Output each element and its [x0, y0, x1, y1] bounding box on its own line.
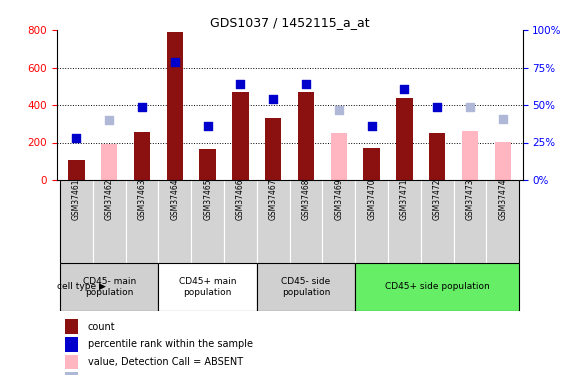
Bar [65, 320, 78, 334]
Point [433, 104, 442, 110]
Bar [65, 354, 78, 369]
Bar [355, 180, 388, 262]
Bar [65, 372, 78, 375]
Text: GSM37471: GSM37471 [400, 178, 409, 220]
Point [236, 81, 245, 87]
Point [137, 104, 147, 110]
Text: GSM37472: GSM37472 [433, 178, 442, 220]
Text: GSM37464: GSM37464 [170, 178, 179, 220]
Point [302, 81, 311, 87]
Text: cell type ▶: cell type ▶ [57, 282, 106, 291]
Text: GSM37474: GSM37474 [498, 178, 507, 220]
Text: GSM37467: GSM37467 [269, 178, 278, 220]
Point [367, 123, 376, 129]
Bar [60, 180, 93, 262]
Bar [65, 337, 78, 352]
Text: value, Detection Call = ABSENT: value, Detection Call = ABSENT [88, 357, 243, 367]
Point [400, 86, 409, 92]
Bar [224, 180, 257, 262]
Bar [331, 133, 347, 180]
Text: GSM37465: GSM37465 [203, 178, 212, 220]
Bar [158, 180, 191, 262]
Bar [126, 180, 158, 262]
Text: GSM37468: GSM37468 [302, 178, 311, 220]
Bar [166, 32, 183, 180]
Bar [486, 180, 519, 262]
Text: CD45- main
population: CD45- main population [83, 277, 136, 297]
Text: GSM37461: GSM37461 [72, 178, 81, 220]
Text: GSM37462: GSM37462 [105, 178, 114, 220]
Bar [323, 180, 355, 262]
Point [335, 106, 344, 112]
Bar [232, 92, 249, 180]
Bar [454, 180, 486, 262]
Bar [68, 160, 85, 180]
Bar [388, 180, 421, 262]
Text: CD45- side
population: CD45- side population [282, 277, 331, 297]
Text: count: count [88, 322, 115, 332]
Text: GSM37463: GSM37463 [137, 178, 147, 220]
Bar [298, 92, 314, 180]
Text: GSM37470: GSM37470 [367, 178, 376, 220]
Bar [101, 144, 118, 180]
Bar [355, 262, 519, 311]
Point [203, 123, 212, 129]
Bar [134, 132, 151, 180]
Bar [158, 262, 257, 311]
Text: CD45+ side population: CD45+ side population [385, 282, 490, 291]
Bar [257, 262, 355, 311]
Bar [191, 180, 224, 262]
Point [269, 96, 278, 102]
Text: GSM37466: GSM37466 [236, 178, 245, 220]
Bar [396, 99, 413, 180]
Bar [290, 180, 323, 262]
Text: percentile rank within the sample: percentile rank within the sample [88, 339, 253, 350]
Point [498, 116, 507, 122]
Bar [93, 180, 126, 262]
Bar [462, 131, 478, 180]
Point [466, 104, 475, 110]
Bar [199, 149, 216, 180]
Bar [257, 180, 290, 262]
Bar [364, 148, 380, 180]
Point [170, 58, 179, 64]
Bar [265, 118, 282, 180]
Text: GSM37473: GSM37473 [466, 178, 475, 220]
Bar [60, 262, 158, 311]
Point [105, 117, 114, 123]
Text: CD45+ main
population: CD45+ main population [179, 277, 236, 297]
Bar [495, 142, 511, 180]
Text: GSM37469: GSM37469 [335, 178, 344, 220]
Bar [429, 133, 445, 180]
Point [72, 135, 81, 141]
Title: GDS1037 / 1452115_a_at: GDS1037 / 1452115_a_at [210, 16, 370, 29]
Bar [421, 180, 454, 262]
